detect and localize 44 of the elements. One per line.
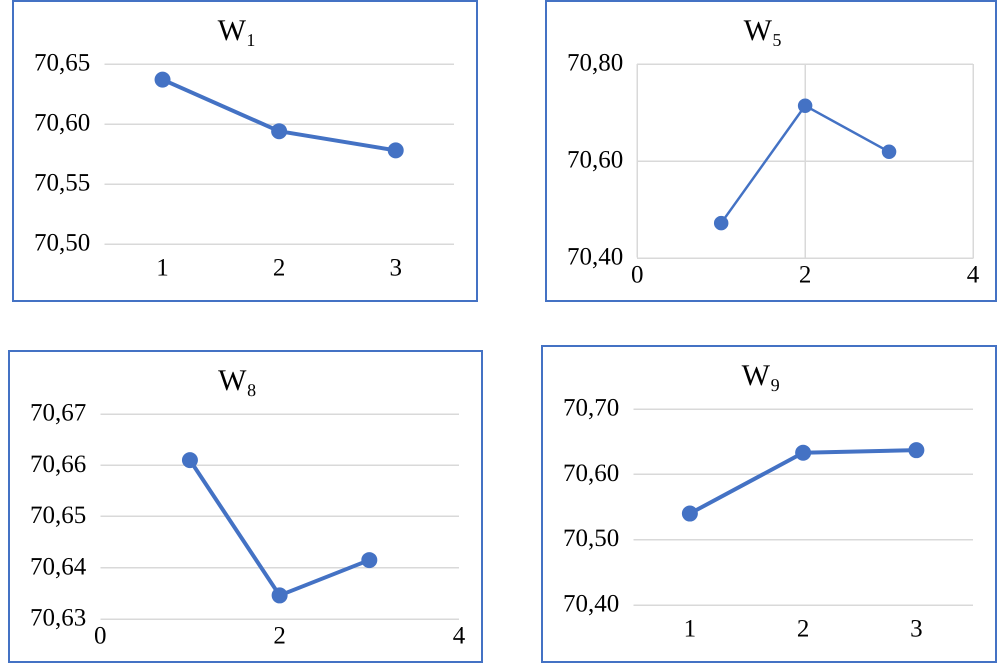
point bbox=[714, 216, 728, 230]
y-tick-label: 70,80 bbox=[567, 50, 624, 77]
point bbox=[154, 72, 171, 88]
y-tick-label: 70,60 bbox=[567, 146, 624, 174]
point bbox=[882, 144, 896, 160]
x-tick-label: 2 bbox=[272, 254, 286, 282]
chart-title: W₉ bbox=[742, 358, 780, 392]
point bbox=[908, 442, 924, 458]
y-tick-label: 70,50 bbox=[563, 525, 620, 552]
point bbox=[682, 506, 698, 522]
point bbox=[798, 98, 812, 113]
x-tick-label: 4 bbox=[452, 622, 466, 650]
point bbox=[361, 552, 378, 568]
y-tick-label: 70,60 bbox=[34, 110, 90, 137]
y-tick-label: 70,50 bbox=[34, 230, 90, 257]
chart-title: W₁ bbox=[218, 14, 256, 47]
x-tick-label: 0 bbox=[631, 262, 644, 289]
x-tick-label: 3 bbox=[389, 254, 402, 282]
y-tick-label: 70,67 bbox=[30, 400, 86, 427]
y-tick-label: 70,40 bbox=[563, 590, 620, 618]
y-tick-label: 70,64 bbox=[30, 553, 87, 580]
x-tick-label: 2 bbox=[798, 262, 812, 289]
y-tick-label: 70,40 bbox=[567, 244, 624, 271]
point bbox=[272, 587, 288, 604]
y-tick-label: 70,63 bbox=[30, 604, 86, 632]
chart-title: W₅ bbox=[744, 14, 782, 47]
x-tick-label: 3 bbox=[910, 616, 923, 643]
point bbox=[795, 444, 812, 461]
y-tick-label: 70,66 bbox=[30, 450, 86, 478]
x-tick-label: 2 bbox=[273, 622, 286, 650]
point bbox=[271, 123, 288, 140]
point bbox=[388, 142, 404, 158]
y-tick-label: 70,70 bbox=[563, 394, 620, 422]
x-tick-label: 0 bbox=[94, 622, 106, 650]
x-tick-label: 1 bbox=[156, 254, 169, 282]
point bbox=[182, 452, 198, 468]
x-tick-label: 1 bbox=[684, 616, 696, 643]
y-tick-label: 70,65 bbox=[30, 502, 86, 530]
x-tick-label: 4 bbox=[966, 262, 980, 289]
y-tick-label: 70,60 bbox=[563, 460, 620, 487]
chart-title: W₈ bbox=[218, 364, 257, 397]
y-tick-label: 70,55 bbox=[34, 170, 90, 197]
x-tick-label: 2 bbox=[796, 616, 810, 643]
y-tick-label: 70,65 bbox=[34, 50, 90, 77]
